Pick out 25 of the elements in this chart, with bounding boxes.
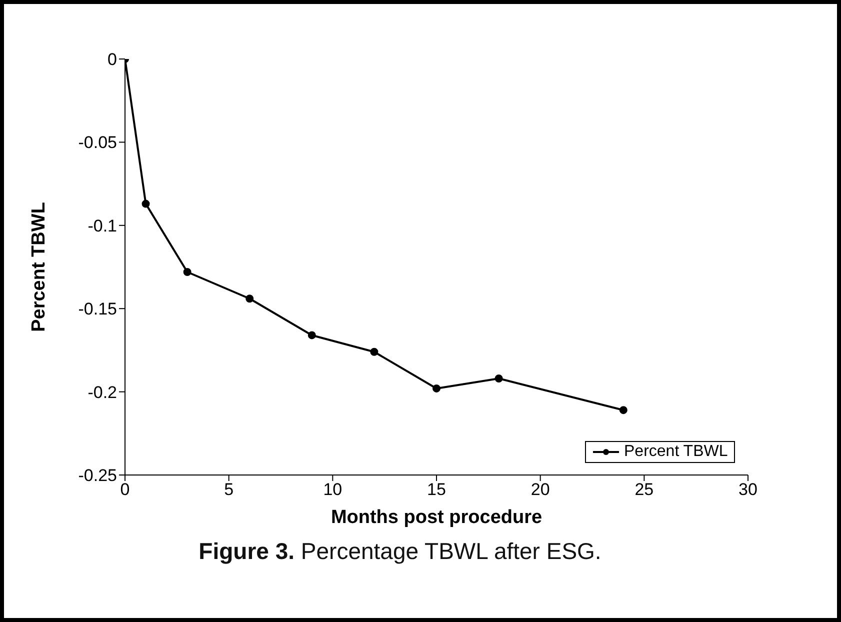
y-tick-label: 0 bbox=[108, 50, 117, 70]
y-tick-label: -0.1 bbox=[88, 216, 117, 236]
x-tick-label: 10 bbox=[323, 480, 342, 500]
point bbox=[494, 374, 503, 382]
x-tick-label: 30 bbox=[738, 480, 758, 500]
x-tick-label: 20 bbox=[530, 480, 550, 500]
x-axis-title: Months post procedure bbox=[330, 507, 542, 528]
x-tick-label: 5 bbox=[224, 480, 234, 500]
point bbox=[308, 331, 316, 340]
y-tick-label: -0.25 bbox=[78, 466, 117, 486]
point bbox=[246, 294, 254, 303]
x-tick-label: 0 bbox=[120, 480, 130, 500]
caption: Figure 3. Percentage TBWL after ESG. bbox=[198, 538, 602, 565]
point bbox=[619, 406, 628, 414]
point bbox=[183, 268, 192, 276]
legend-label: Percent TBWL bbox=[624, 443, 728, 461]
y-axis-title: Percent TBWL bbox=[28, 202, 50, 332]
point bbox=[370, 348, 378, 356]
y-tick-label: -0.15 bbox=[78, 300, 117, 319]
point bbox=[432, 384, 440, 392]
y-tick-label: -0.05 bbox=[78, 133, 117, 152]
point bbox=[142, 200, 150, 208]
y-tick-label: -0.2 bbox=[88, 382, 117, 402]
x-tick-label: 25 bbox=[634, 480, 654, 500]
x-tick-label: 15 bbox=[427, 480, 446, 500]
